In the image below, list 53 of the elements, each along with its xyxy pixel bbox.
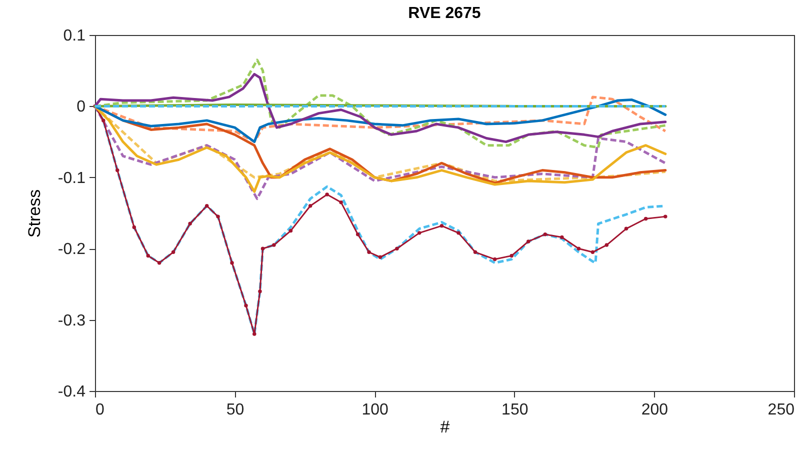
point [102,118,106,122]
point [252,332,256,336]
point [624,226,628,231]
point [325,192,329,196]
point [356,232,360,236]
point [132,225,136,230]
point [188,222,192,226]
point [526,240,530,244]
point [244,304,248,308]
y-axis-title: Stress [24,189,44,238]
point [510,254,514,258]
x-tick-label: 50 [226,402,244,418]
chart-title: RVE 2675 [408,5,481,22]
x-tick-label: 200 [641,402,668,418]
point [576,246,581,250]
y-tick-label: 0.1 [63,28,86,44]
point [440,224,444,228]
point [456,231,460,235]
point [339,200,343,204]
y-tick-label: -0.4 [58,384,86,400]
point [604,243,609,247]
point [644,216,648,221]
y-tick-label: -0.2 [58,241,86,258]
point [204,204,209,208]
point [230,260,234,265]
point [260,246,265,250]
point [367,250,371,254]
x-tick-label: 250 [768,402,795,418]
point [288,228,293,233]
y-tick-label: -0.1 [58,170,86,187]
point [378,255,382,260]
point [272,243,276,247]
point [258,289,262,294]
point [395,246,399,250]
point [560,235,564,240]
point [146,254,150,258]
point [157,260,162,265]
point [492,257,497,262]
x-tick-label: 100 [362,402,389,418]
point [473,250,478,254]
y-tick-label: -0.3 [58,312,86,330]
x-axis-title: # [440,418,450,436]
point [115,168,120,172]
point [543,232,548,236]
x-tick-label: 0 [96,402,104,418]
point [664,214,668,218]
point [417,231,422,235]
point [308,204,312,208]
point [590,250,595,254]
point [171,250,176,254]
x-tick-label: 150 [502,402,528,418]
y-tick-label: 0 [76,98,86,116]
point [216,214,220,218]
